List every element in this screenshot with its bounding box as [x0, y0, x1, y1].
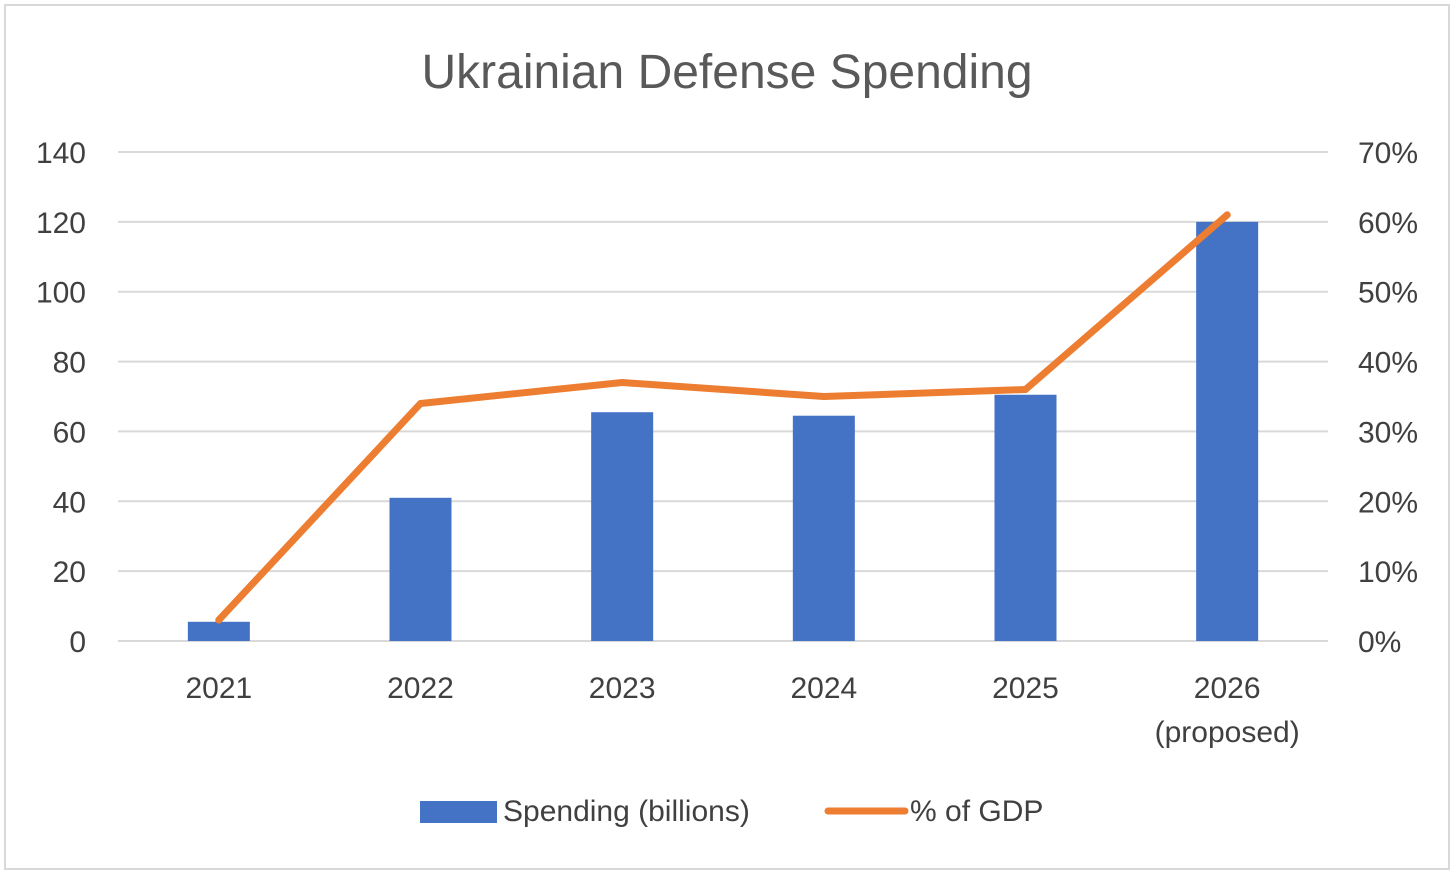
right-y-tick-label: 50% [1358, 277, 1418, 310]
line-point [1223, 211, 1231, 219]
line-point [1022, 386, 1029, 394]
bar [1196, 221, 1259, 641]
left-y-tick-label: 140 [36, 137, 86, 170]
x-tick-label: (proposed) [1155, 716, 1300, 749]
left-y-tick-label: 0 [69, 626, 86, 659]
left-y-axis: 0 20 40 60 80 100 120 140 [36, 137, 86, 659]
right-y-axis: 0% 10% 20% 30% 40% 50% 60% 70% [1358, 137, 1418, 659]
x-tick-label: 2021 [185, 672, 252, 705]
right-y-tick-label: 40% [1358, 347, 1418, 380]
legend-swatch-bar [420, 801, 497, 823]
line-point [417, 399, 424, 407]
right-y-tick-label: 60% [1358, 207, 1418, 240]
x-tick-label: 2024 [790, 672, 857, 705]
line-point [618, 379, 626, 387]
left-y-tick-label: 80 [53, 347, 86, 380]
bar-series [187, 221, 1259, 641]
right-y-tick-label: 10% [1358, 556, 1418, 589]
line-point [820, 393, 828, 400]
left-y-tick-label: 60 [53, 416, 86, 449]
bar [792, 415, 855, 641]
bar [187, 621, 250, 641]
x-tick-label: 2022 [387, 672, 454, 705]
line-point [215, 616, 223, 624]
gridlines [118, 151, 1328, 642]
line-path [215, 211, 1231, 624]
x-tick-label: 2023 [589, 672, 656, 705]
legend-label-bar: Spending (billions) [503, 795, 750, 828]
x-tick-label: 2025 [992, 672, 1059, 705]
left-y-tick-label: 100 [36, 277, 86, 310]
bar [994, 394, 1057, 641]
left-y-tick-label: 120 [36, 207, 86, 240]
left-y-tick-label: 20 [53, 556, 86, 589]
x-axis: 2021 2022 2023 2024 2025 2026 (proposed) [185, 672, 1299, 749]
x-tick-label: 2026 [1194, 672, 1261, 705]
left-y-tick-label: 40 [53, 486, 86, 519]
right-y-tick-label: 20% [1358, 486, 1418, 519]
right-y-tick-label: 0% [1358, 626, 1401, 659]
bar [389, 497, 452, 641]
bar [591, 412, 654, 641]
right-y-tick-label: 70% [1358, 137, 1418, 170]
line-series [215, 211, 1231, 624]
right-y-tick-label: 30% [1358, 416, 1418, 449]
chart-title: Ukrainian Defense Spending [421, 46, 1032, 99]
legend-label-line: % of GDP [910, 795, 1043, 828]
legend: Spending (billions) % of GDP [420, 795, 1043, 828]
